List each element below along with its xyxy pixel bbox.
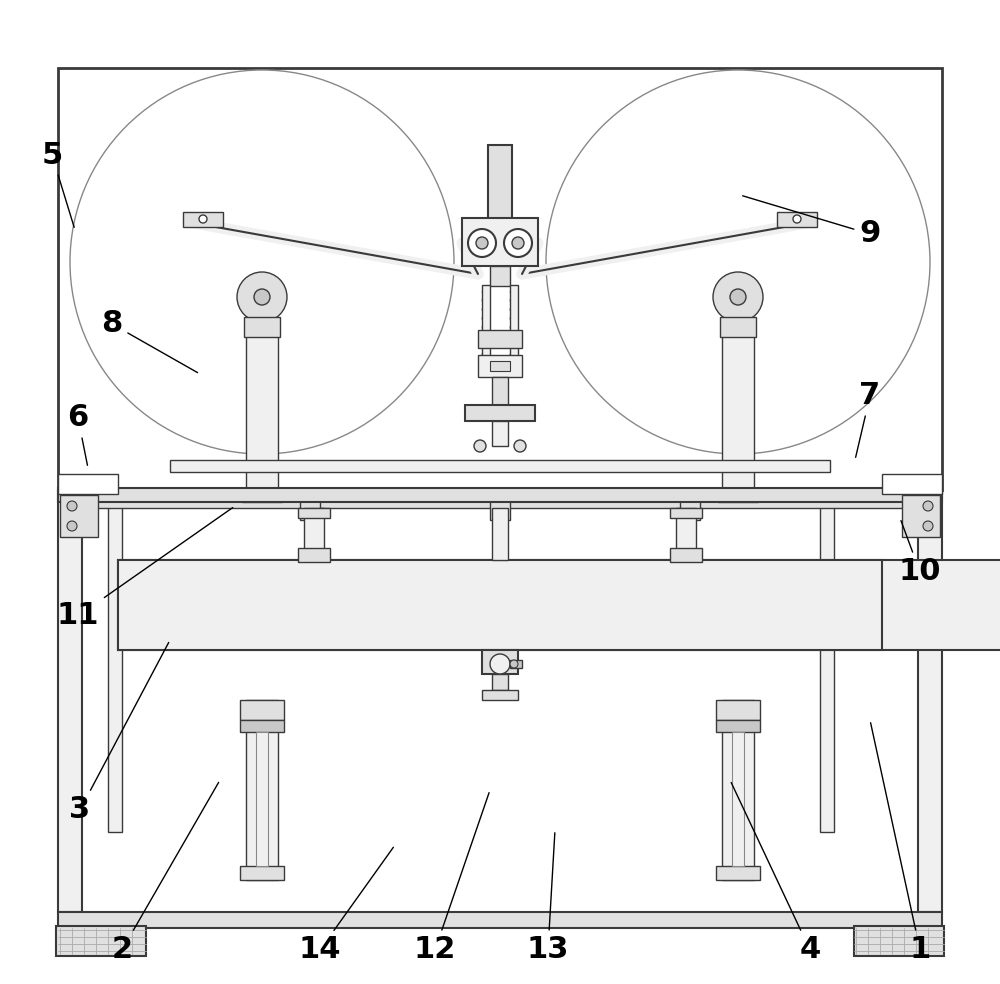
- Bar: [722, 320, 754, 490]
- Bar: [256, 732, 268, 866]
- Bar: [716, 866, 760, 880]
- Bar: [510, 285, 518, 375]
- Bar: [298, 508, 330, 518]
- Bar: [244, 317, 280, 337]
- Polygon shape: [777, 212, 817, 227]
- Bar: [902, 495, 940, 537]
- Circle shape: [254, 289, 270, 305]
- Bar: [490, 361, 510, 371]
- Bar: [300, 490, 320, 520]
- Bar: [118, 560, 882, 650]
- Bar: [58, 490, 82, 912]
- Bar: [240, 866, 284, 880]
- Bar: [722, 700, 754, 880]
- Bar: [676, 508, 696, 560]
- Text: 4: 4: [731, 782, 821, 964]
- Circle shape: [67, 521, 77, 531]
- Circle shape: [510, 660, 518, 668]
- Bar: [882, 474, 942, 494]
- Circle shape: [70, 70, 454, 454]
- Circle shape: [546, 70, 930, 454]
- Text: 7: 7: [856, 382, 881, 458]
- Bar: [58, 68, 942, 490]
- Bar: [482, 285, 490, 375]
- Circle shape: [512, 237, 524, 249]
- Bar: [304, 508, 324, 560]
- Bar: [478, 355, 522, 377]
- Bar: [58, 488, 942, 502]
- Bar: [492, 377, 508, 405]
- Bar: [58, 474, 118, 494]
- Bar: [492, 421, 508, 446]
- Text: 14: 14: [299, 847, 393, 964]
- Bar: [488, 145, 512, 220]
- Circle shape: [793, 215, 801, 223]
- Bar: [242, 490, 282, 502]
- Bar: [490, 266, 510, 286]
- Bar: [510, 660, 522, 668]
- Bar: [482, 690, 518, 700]
- Bar: [170, 460, 830, 472]
- Text: 5: 5: [41, 141, 74, 227]
- Bar: [56, 926, 146, 956]
- Bar: [670, 508, 702, 518]
- Circle shape: [514, 440, 526, 452]
- Circle shape: [468, 229, 496, 257]
- Bar: [246, 320, 278, 490]
- Circle shape: [490, 654, 510, 674]
- Circle shape: [199, 215, 207, 223]
- Bar: [478, 330, 522, 348]
- Bar: [58, 912, 942, 928]
- Bar: [492, 508, 508, 560]
- Circle shape: [923, 521, 933, 531]
- Text: 2: 2: [111, 782, 219, 964]
- Bar: [490, 490, 510, 520]
- Bar: [298, 548, 330, 562]
- Circle shape: [476, 237, 488, 249]
- Bar: [716, 700, 760, 720]
- Text: 6: 6: [67, 403, 89, 465]
- Text: 12: 12: [414, 793, 489, 964]
- Bar: [716, 720, 760, 732]
- Bar: [854, 926, 944, 956]
- Circle shape: [67, 501, 77, 511]
- Bar: [492, 674, 508, 690]
- Bar: [118, 560, 1000, 650]
- Bar: [240, 700, 284, 720]
- Bar: [462, 218, 538, 266]
- Bar: [680, 490, 700, 520]
- Circle shape: [730, 289, 746, 305]
- Bar: [482, 650, 518, 674]
- Text: 10: 10: [899, 521, 941, 586]
- Bar: [918, 490, 942, 912]
- Bar: [108, 490, 122, 832]
- Bar: [246, 700, 278, 880]
- Text: 8: 8: [101, 310, 198, 373]
- Bar: [732, 732, 744, 866]
- Text: 3: 3: [69, 643, 169, 825]
- Circle shape: [474, 440, 486, 452]
- Bar: [718, 490, 758, 502]
- Text: 9: 9: [743, 196, 881, 249]
- Circle shape: [923, 501, 933, 511]
- Text: 1: 1: [871, 722, 931, 964]
- Circle shape: [713, 272, 763, 322]
- Bar: [720, 317, 756, 337]
- Circle shape: [504, 229, 532, 257]
- Bar: [82, 490, 918, 508]
- Text: 11: 11: [57, 508, 233, 631]
- Circle shape: [237, 272, 287, 322]
- Bar: [670, 548, 702, 562]
- Polygon shape: [183, 212, 223, 227]
- Text: 13: 13: [527, 832, 569, 964]
- Bar: [465, 405, 535, 421]
- Bar: [60, 495, 98, 537]
- Bar: [240, 720, 284, 732]
- Bar: [820, 490, 834, 832]
